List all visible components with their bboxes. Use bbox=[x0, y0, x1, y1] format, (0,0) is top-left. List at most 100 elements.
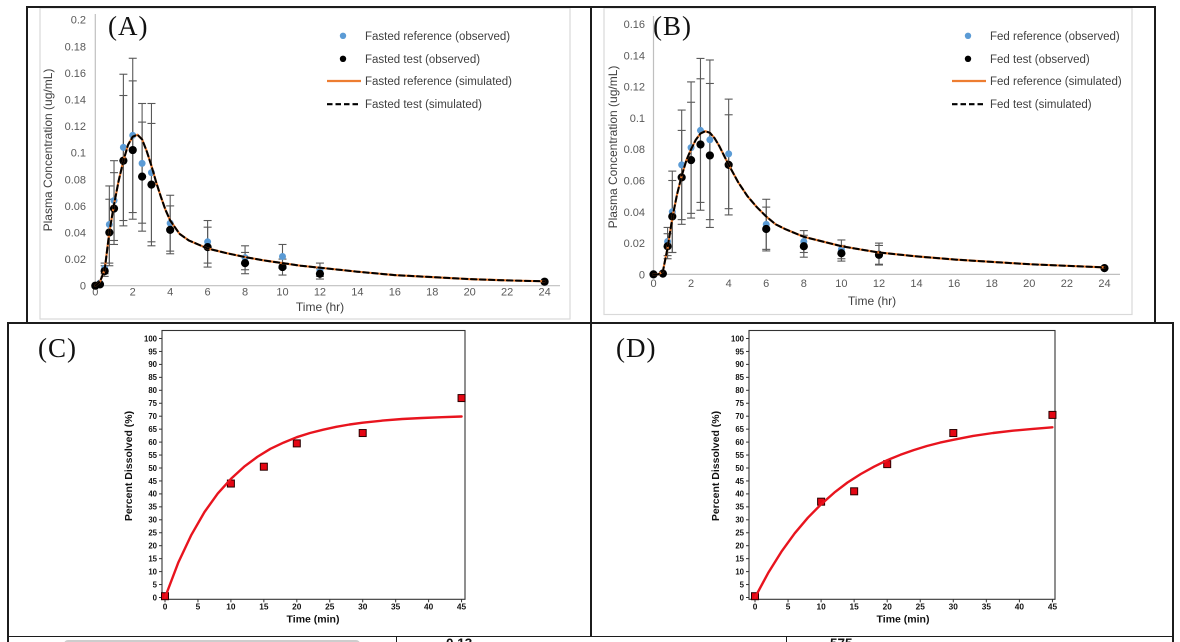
chart-c-dissolution-plot: 0510152025303540455055606570758085909510… bbox=[123, 329, 467, 626]
series-fed-test-observed- bbox=[649, 140, 1109, 279]
y-tick-label: 0.14 bbox=[65, 95, 86, 107]
y-tick-label: 30 bbox=[735, 516, 744, 525]
y-tick-label: 55 bbox=[148, 451, 157, 460]
y-tick-label: 0 bbox=[80, 281, 86, 293]
x-tick-label: 12 bbox=[873, 278, 885, 290]
y-axis-title: Plasma Concentration (ug/mL) bbox=[41, 69, 55, 232]
grid-row1-right bbox=[1154, 6, 1156, 322]
y-tick-label: 95 bbox=[148, 347, 157, 356]
x-tick-label: 22 bbox=[1061, 278, 1073, 290]
x-tick-label: 14 bbox=[351, 287, 363, 299]
chart-a-fasted-pk-plot: 0 0.02 0.04 0.06 0.08 0.1 0.12 0.14 0.16 0.18 0.2 0… bbox=[39, 8, 571, 320]
legend-marker-dot bbox=[964, 55, 972, 62]
y-tick-label: 60 bbox=[735, 438, 744, 447]
y-tick-label: 35 bbox=[735, 503, 744, 512]
y-tick-label: 0.04 bbox=[624, 207, 645, 219]
grid-row3-divider-2 bbox=[785, 637, 787, 642]
y-tick-label: 0.2 bbox=[71, 15, 86, 27]
x-tick-label: 12 bbox=[314, 287, 326, 299]
x-tick-label: 16 bbox=[389, 287, 401, 299]
legend-label: Fed reference (simulated) bbox=[990, 76, 1122, 88]
x-tick-label: 40 bbox=[1015, 602, 1025, 612]
legend-label: Fasted reference (observed) bbox=[365, 31, 510, 43]
x-tick-label: 0 bbox=[163, 602, 168, 612]
y-axis-title: Percent Dissolved (%) bbox=[710, 411, 722, 521]
x-tick-label: 15 bbox=[259, 602, 269, 612]
legend-marker-dot bbox=[964, 32, 972, 39]
y-tick-label: 30 bbox=[148, 516, 157, 525]
x-axis-title: Time (min) bbox=[287, 614, 340, 626]
y-tick-label: 95 bbox=[735, 347, 744, 356]
y-tick-label: 0.12 bbox=[65, 121, 86, 133]
y-tick-label: 0.06 bbox=[65, 201, 86, 213]
y-tick-label: 20 bbox=[735, 542, 744, 551]
x-tick-label: 20 bbox=[1023, 278, 1035, 290]
y-tick-label: 0.1 bbox=[71, 148, 86, 160]
x-tick-label: 22 bbox=[501, 287, 513, 299]
y-tick-label: 90 bbox=[735, 360, 744, 369]
grid-mid-border bbox=[7, 322, 1174, 324]
y-tick-label: 5 bbox=[740, 580, 745, 589]
legend-label: Fasted test (observed) bbox=[365, 54, 480, 66]
rect-mark bbox=[358, 429, 367, 438]
data-point bbox=[762, 224, 771, 234]
grid-row3-divider-1 bbox=[395, 637, 397, 642]
x-axis-title: Time (hr) bbox=[848, 294, 896, 308]
data-point bbox=[278, 262, 287, 272]
y-tick-label: 50 bbox=[148, 464, 157, 473]
legend-label: Fed reference (observed) bbox=[990, 31, 1120, 43]
chart-b-fed-pk-plot: 00.020.040.060.080.10.120.140.160 2 4 6 8 10 1… bbox=[603, 8, 1133, 316]
y-tick-label: 20 bbox=[148, 542, 157, 551]
y-tick-label: 0.16 bbox=[624, 19, 645, 31]
series-observed-squares bbox=[751, 410, 1057, 601]
curve-fitted-dissolution bbox=[753, 426, 1054, 599]
grid-row2-left bbox=[7, 322, 9, 642]
rect-mark bbox=[949, 429, 958, 438]
data-point bbox=[686, 156, 696, 165]
data-point bbox=[315, 269, 325, 278]
chart-d-dissolution-plot: 0510152025303540455055606570758085909510… bbox=[710, 329, 1057, 626]
data-point bbox=[129, 131, 137, 139]
x-tick-label: 10 bbox=[835, 278, 847, 290]
y-tick-label: 0 bbox=[153, 593, 158, 602]
chart-area-border bbox=[39, 8, 571, 320]
y-tick-label: 100 bbox=[731, 334, 745, 343]
grid-row1-left bbox=[26, 6, 28, 322]
y-tick-label: 15 bbox=[148, 554, 157, 563]
data-point bbox=[166, 225, 175, 234]
y-tick-label: 0 bbox=[639, 269, 645, 281]
x-tick-label: 45 bbox=[457, 602, 467, 612]
error-bars bbox=[100, 57, 324, 277]
y-tick-label: 0.18 bbox=[65, 41, 86, 53]
y-tick-label: 100 bbox=[144, 334, 158, 343]
rect-mark bbox=[457, 394, 466, 403]
y-tick-label: 0.16 bbox=[65, 68, 86, 80]
y-tick-label: 40 bbox=[148, 490, 157, 499]
data-point bbox=[696, 140, 705, 149]
legend: Fed reference (observed) Fed test (observ… bbox=[952, 31, 1122, 111]
y-tick-label: 65 bbox=[735, 425, 744, 434]
x-tick-label: 10 bbox=[226, 602, 236, 612]
chart-area-border bbox=[603, 8, 1133, 316]
x-tick-label: 4 bbox=[726, 278, 732, 290]
data-point bbox=[138, 172, 147, 181]
rect-mark bbox=[292, 439, 301, 448]
panel-label-a: (A) bbox=[108, 11, 149, 41]
x-tick-label: 2 bbox=[688, 278, 694, 290]
y-tick-label: 0.12 bbox=[624, 82, 645, 94]
x-tick-label: 20 bbox=[464, 287, 476, 299]
y-tick-label: 0.08 bbox=[65, 174, 86, 186]
y-tick-label: 50 bbox=[735, 464, 744, 473]
error-bars bbox=[663, 57, 883, 266]
rect-mark bbox=[850, 487, 859, 496]
x-tick-label: 25 bbox=[325, 602, 335, 612]
x-tick-label: 5 bbox=[196, 602, 201, 612]
y-tick-label: 60 bbox=[148, 438, 157, 447]
x-tick-label: 4 bbox=[167, 287, 173, 299]
y-tick-label: 45 bbox=[735, 477, 744, 486]
y-tick-label: 55 bbox=[735, 451, 744, 460]
data-point bbox=[128, 145, 137, 155]
data-point bbox=[725, 150, 733, 158]
y-tick-label: 85 bbox=[735, 373, 744, 382]
y-tick-label: 0 bbox=[740, 593, 745, 602]
